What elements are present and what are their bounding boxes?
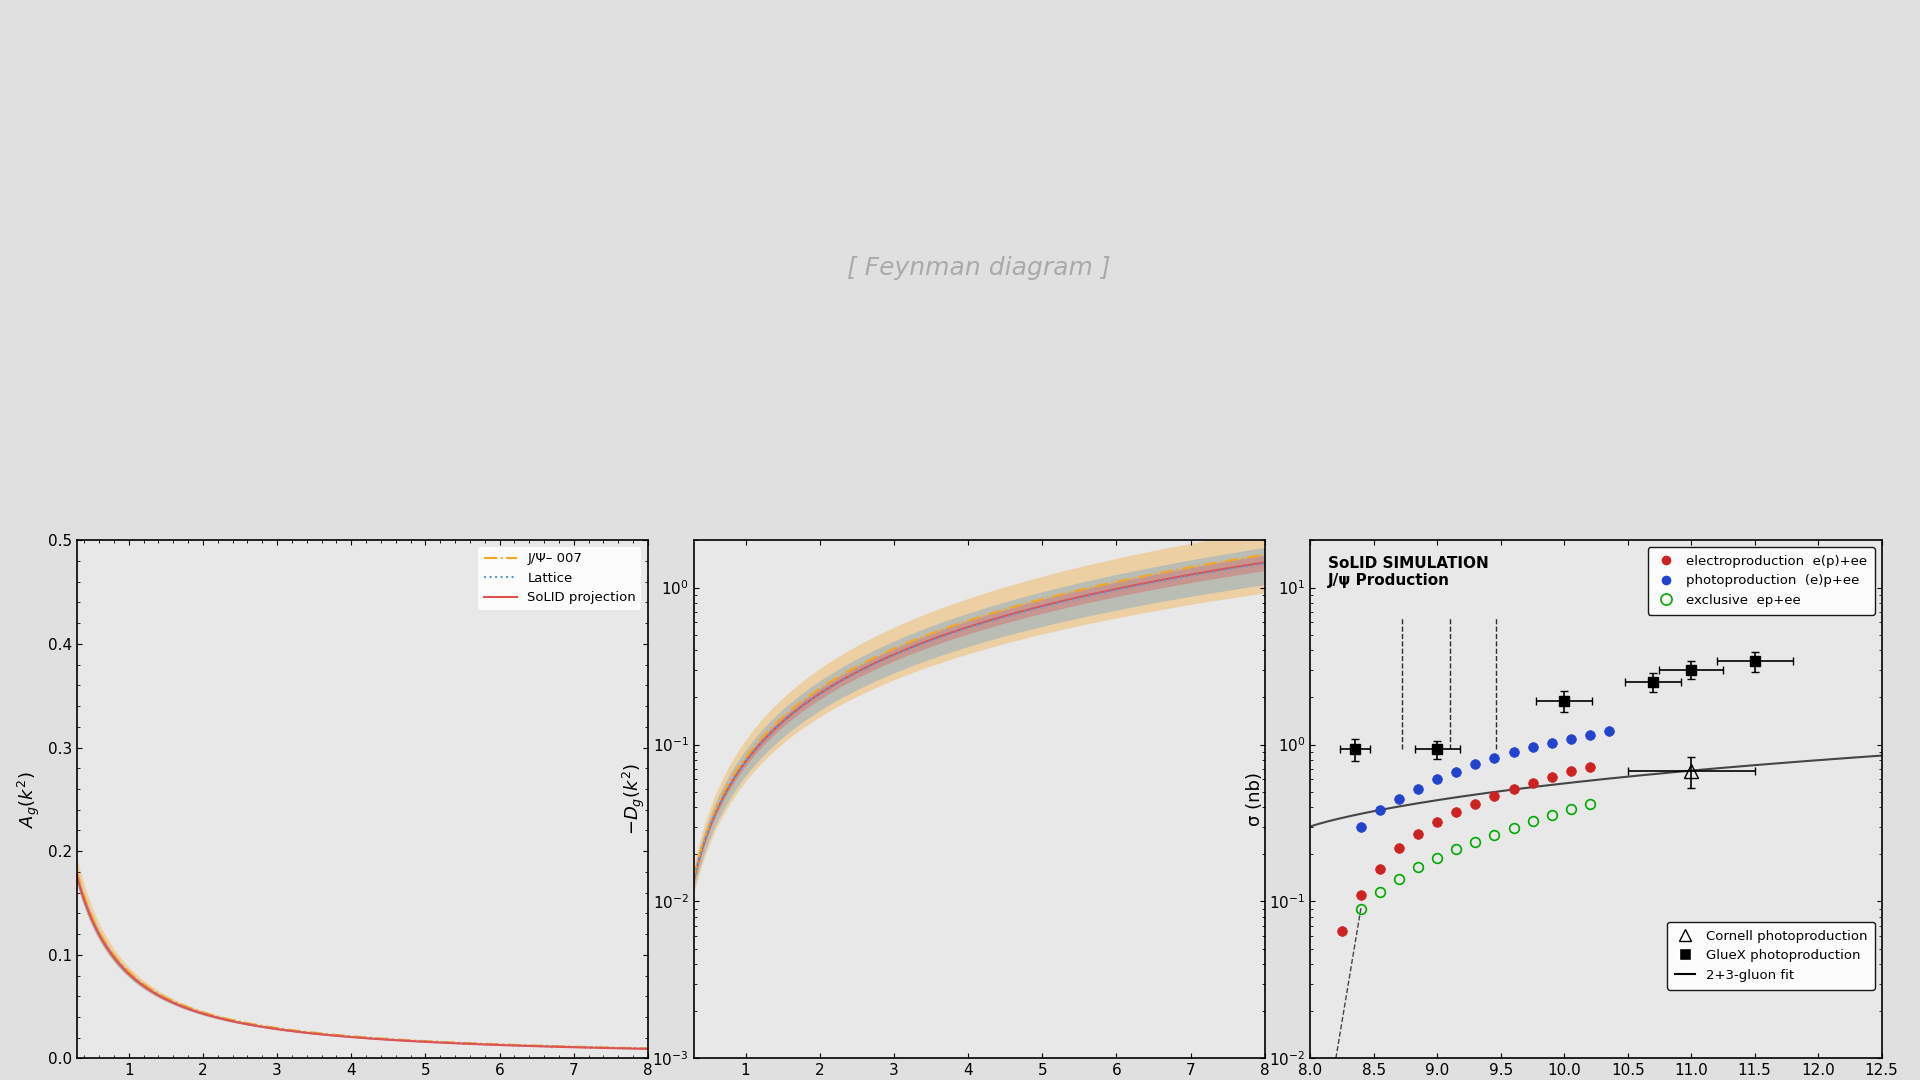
Text: SoLID SIMULATION
J/ψ Production: SoLID SIMULATION J/ψ Production [1327, 556, 1488, 589]
Y-axis label: $-D_g(k^2)$: $-D_g(k^2)$ [620, 764, 647, 836]
Y-axis label: $A_g(k^2)$: $A_g(k^2)$ [15, 771, 42, 827]
Text: [ Feynman diagram ]: [ Feynman diagram ] [847, 256, 1112, 281]
Legend: J/Ψ– 007, Lattice, SoLID projection: J/Ψ– 007, Lattice, SoLID projection [478, 546, 641, 609]
Y-axis label: σ (nb): σ (nb) [1246, 772, 1263, 826]
Legend: Cornell photoproduction, GlueX photoproduction, 2+3-gluon fit: Cornell photoproduction, GlueX photoprod… [1667, 921, 1876, 989]
